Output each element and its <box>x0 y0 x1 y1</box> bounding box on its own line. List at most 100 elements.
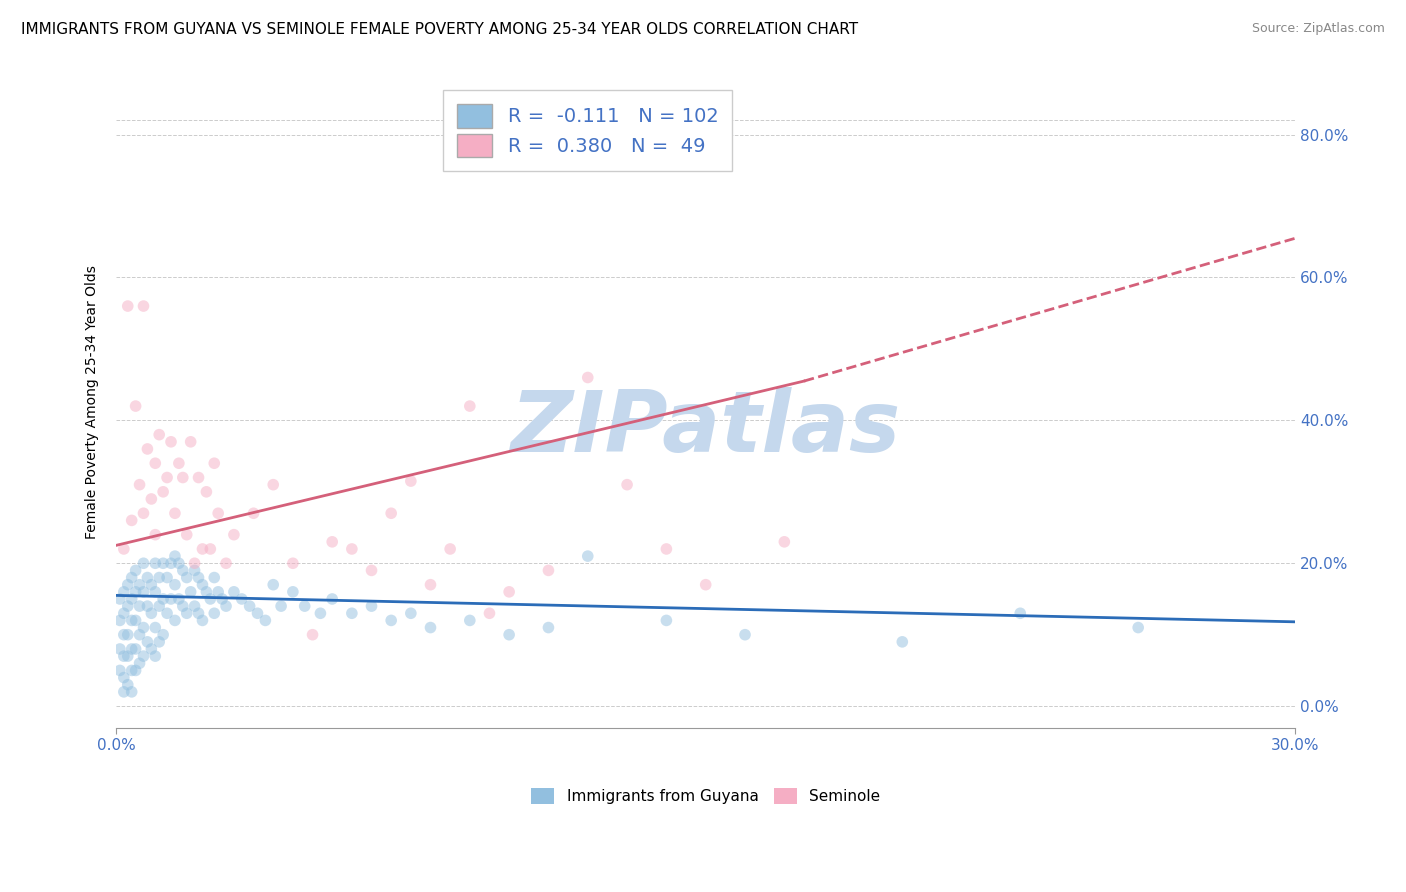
Point <box>340 607 363 621</box>
Legend: Immigrants from Guyana, Seminole: Immigrants from Guyana, Seminole <box>524 780 887 812</box>
Point <box>124 642 146 657</box>
Point <box>734 628 756 642</box>
Point <box>132 649 155 664</box>
Point <box>128 477 150 491</box>
Text: Source: ZipAtlas.com: Source: ZipAtlas.com <box>1251 22 1385 36</box>
Point <box>191 614 214 628</box>
Point <box>141 491 163 506</box>
Point <box>112 541 135 556</box>
Point <box>172 599 194 614</box>
Point <box>183 556 205 570</box>
Point <box>112 607 135 621</box>
Point <box>309 607 332 621</box>
Point <box>160 592 183 607</box>
Point <box>160 556 183 570</box>
Point <box>655 614 678 628</box>
Point <box>537 563 560 577</box>
Point <box>200 592 222 607</box>
Point <box>340 541 363 556</box>
Point <box>143 527 166 541</box>
Point <box>121 614 143 628</box>
Point <box>773 534 796 549</box>
Point <box>143 649 166 664</box>
Point <box>143 556 166 570</box>
Point <box>148 427 170 442</box>
Point <box>419 577 441 591</box>
Point <box>655 541 678 556</box>
Point <box>231 592 253 607</box>
Point <box>121 513 143 527</box>
Point <box>498 584 520 599</box>
Point <box>112 584 135 599</box>
Point <box>576 370 599 384</box>
Point <box>112 649 135 664</box>
Point <box>242 506 264 520</box>
Point <box>294 599 316 614</box>
Point <box>172 470 194 484</box>
Point <box>321 534 343 549</box>
Point <box>187 470 209 484</box>
Point <box>121 664 143 678</box>
Point <box>136 635 159 649</box>
Point <box>200 541 222 556</box>
Point <box>180 434 202 449</box>
Point <box>117 649 139 664</box>
Point <box>143 621 166 635</box>
Point <box>163 577 186 591</box>
Point <box>222 584 245 599</box>
Point <box>124 563 146 577</box>
Point <box>132 621 155 635</box>
Point <box>458 614 481 628</box>
Point <box>156 470 179 484</box>
Point <box>262 577 284 591</box>
Point <box>239 599 262 614</box>
Y-axis label: Female Poverty Among 25-34 Year Olds: Female Poverty Among 25-34 Year Olds <box>86 266 100 540</box>
Point <box>128 628 150 642</box>
Point <box>112 628 135 642</box>
Point <box>124 664 146 678</box>
Point <box>167 456 190 470</box>
Point <box>167 592 190 607</box>
Point <box>202 607 225 621</box>
Point <box>152 592 174 607</box>
Point <box>191 541 214 556</box>
Point <box>301 628 323 642</box>
Point <box>195 484 218 499</box>
Point <box>132 299 155 313</box>
Point <box>695 577 717 591</box>
Point <box>108 642 131 657</box>
Point <box>211 592 233 607</box>
Point <box>180 584 202 599</box>
Point <box>270 599 292 614</box>
Point <box>360 563 382 577</box>
Point <box>191 577 214 591</box>
Point <box>117 599 139 614</box>
Point <box>132 506 155 520</box>
Point <box>195 584 218 599</box>
Point <box>891 635 914 649</box>
Point <box>163 506 186 520</box>
Point <box>132 556 155 570</box>
Point <box>576 549 599 563</box>
Point <box>207 506 229 520</box>
Point <box>117 678 139 692</box>
Point <box>1010 607 1032 621</box>
Point <box>254 614 277 628</box>
Point <box>1128 621 1150 635</box>
Point <box>124 614 146 628</box>
Point <box>172 563 194 577</box>
Point <box>141 577 163 591</box>
Point <box>321 592 343 607</box>
Point <box>399 607 422 621</box>
Point <box>108 664 131 678</box>
Point <box>537 621 560 635</box>
Point <box>128 657 150 671</box>
Point <box>246 607 269 621</box>
Point <box>183 563 205 577</box>
Point <box>156 570 179 584</box>
Point <box>117 628 139 642</box>
Point <box>202 570 225 584</box>
Point <box>478 607 501 621</box>
Point <box>148 570 170 584</box>
Text: IMMIGRANTS FROM GUYANA VS SEMINOLE FEMALE POVERTY AMONG 25-34 YEAR OLDS CORRELAT: IMMIGRANTS FROM GUYANA VS SEMINOLE FEMAL… <box>21 22 858 37</box>
